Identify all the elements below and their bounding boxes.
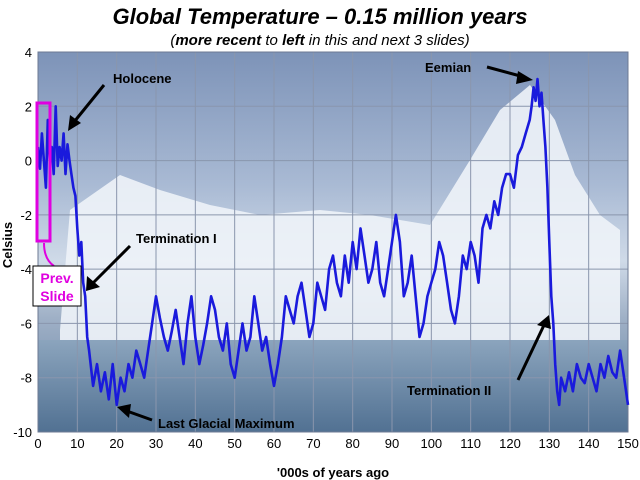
subtitle-bold-left: left — [282, 32, 305, 49]
y-tick-label: -2 — [20, 208, 32, 223]
holocene-arrow — [72, 84, 106, 123]
subtitle-rest: in this and next 3 slides) — [304, 32, 470, 49]
y-tick-label: 2 — [25, 99, 32, 114]
arrow-heads — [68, 71, 551, 418]
x-tick-label: 60 — [267, 436, 281, 451]
annotation-eemian: Eemian — [425, 60, 471, 75]
y-tick-labels: 4 2 0 -2 -4 -6 -8 -10 — [13, 45, 32, 440]
termination-ii-arrow — [516, 322, 547, 381]
annotation-termination-i: Termination I — [136, 231, 217, 246]
temperature-series — [36, 77, 630, 407]
x-tick-label: 90 — [385, 436, 399, 451]
chart-subtitle: (more recent to left in this and next 3 … — [0, 32, 640, 49]
y-tick-label: -4 — [20, 262, 32, 277]
termination-i-arrowhead — [86, 276, 100, 291]
x-tick-label: 30 — [149, 436, 163, 451]
termination-i-arrow — [90, 244, 132, 286]
x-tick-label: 120 — [499, 436, 521, 451]
prev-slide-pointer — [43, 242, 55, 267]
x-tick-labels: 0 10 20 30 40 50 60 70 80 90 100 110 120 130 140 150 — [34, 436, 638, 451]
y-tick-label: -6 — [20, 316, 32, 331]
holocene-arrowhead — [68, 115, 81, 131]
annotation-holocene: Holocene — [113, 71, 172, 86]
y-axis-title: Celsius — [0, 222, 15, 268]
y-tick-label: 0 — [25, 154, 32, 169]
prev-slide-label-line1: Prev. — [40, 270, 73, 286]
x-tick-label: 80 — [345, 436, 359, 451]
series-line — [36, 77, 630, 407]
y-tick-label: -8 — [20, 371, 32, 386]
x-tick-label: 140 — [578, 436, 600, 451]
x-tick-label: 10 — [70, 436, 84, 451]
x-tick-label: 150 — [617, 436, 639, 451]
prev-slide-highlight-box — [35, 101, 52, 243]
annotation-termination-ii: Termination II — [407, 383, 491, 398]
chart-title: Global Temperature – 0.15 million years — [112, 4, 528, 29]
y-tick-label: -10 — [13, 425, 32, 440]
termination-ii-arrowhead — [537, 315, 551, 329]
x-tick-label: 130 — [538, 436, 560, 451]
x-tick-label: 0 — [34, 436, 41, 451]
x-axis-title: '000s of years ago — [277, 465, 389, 480]
lgm-arrowhead — [117, 404, 131, 418]
annotation-last-glacial-maximum: Last Glacial Maximum — [158, 416, 295, 431]
x-tick-label: 20 — [109, 436, 123, 451]
eemian-arrowhead — [516, 71, 533, 84]
x-tick-label: 100 — [420, 436, 442, 451]
x-tick-label: 70 — [306, 436, 320, 451]
subtitle-mid: to — [261, 32, 283, 49]
x-tick-label: 110 — [460, 436, 481, 451]
x-tick-label: 50 — [227, 436, 241, 451]
prev-slide-label-line2: Slide — [40, 288, 74, 304]
y-tick-label: 4 — [25, 45, 32, 60]
x-tick-label: 40 — [188, 436, 202, 451]
prev-slide-label-box — [32, 265, 82, 307]
subtitle-bold-recent: more recent — [175, 32, 262, 49]
subtitle-open: ( — [170, 32, 176, 49]
